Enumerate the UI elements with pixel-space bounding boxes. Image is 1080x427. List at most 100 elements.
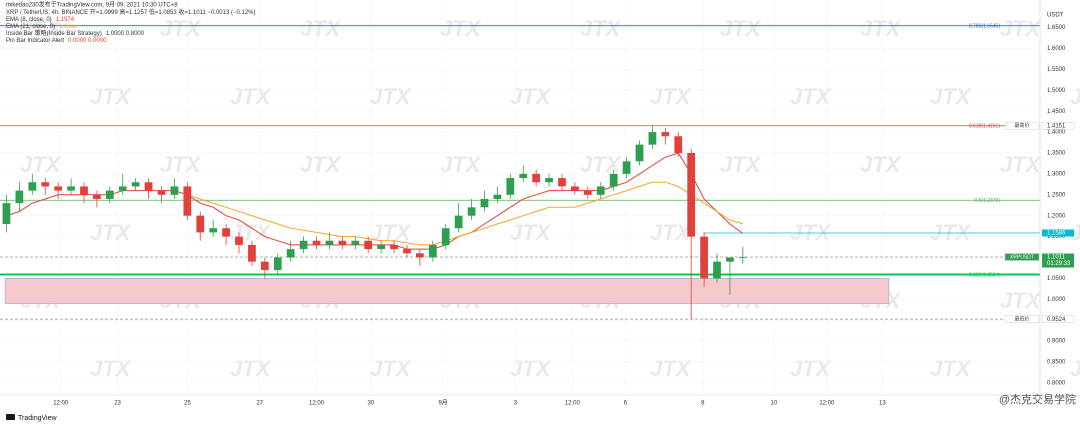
watermark: JTX: [90, 84, 132, 109]
candle-body: [558, 178, 566, 187]
watermark: JTX: [440, 152, 482, 177]
legend-value: 1.1574: [56, 17, 75, 23]
platform-logo: TradingView: [6, 414, 57, 422]
watermark: JTX: [230, 356, 272, 381]
watermark: JTX: [1000, 16, 1042, 41]
logo-icon: [6, 414, 15, 420]
candle-body: [260, 261, 269, 271]
watermark: JTX: [20, 16, 62, 41]
candle-body: [506, 178, 515, 195]
candle-body: [312, 240, 321, 245]
watermark: JTX: [930, 84, 972, 109]
candle-body: [596, 186, 605, 195]
candle-body: [428, 244, 437, 258]
x-tick-label: 6: [624, 401, 628, 407]
candle-body: [635, 144, 644, 162]
watermark: JTX: [1070, 220, 1080, 245]
level-text: 0.5(1.2370): [974, 198, 1000, 204]
watermark: JTX: [160, 16, 202, 41]
watermark: JTX: [860, 16, 902, 41]
x-tick-label: 8: [701, 401, 705, 407]
watermark: JTX: [90, 220, 132, 245]
watermark: JTX: [510, 356, 552, 381]
candle-body: [118, 186, 127, 191]
level-text: 0.382(1.0594): [969, 272, 1000, 278]
candle-body: [583, 190, 592, 195]
watermark: JTX: [90, 356, 132, 381]
x-tick-label: 10: [771, 401, 778, 407]
watermark: JTX: [930, 356, 972, 381]
watermark: JTX: [580, 16, 622, 41]
watermark: JTX: [650, 356, 692, 381]
x-tick-label: 25: [184, 401, 191, 407]
watermark: JTX: [720, 152, 762, 177]
x-tick-label: 12:00: [565, 401, 581, 407]
y-tick-label: 1.3500: [1047, 151, 1066, 157]
y-tick-label: 0.8000: [1047, 380, 1066, 386]
watermark: JTX: [1000, 152, 1042, 177]
watermark: JTX: [790, 356, 832, 381]
candle-body: [713, 261, 721, 279]
legend-item: EMA (8, close, 0): [6, 17, 52, 23]
candle-body: [209, 228, 218, 233]
platform-name: TradingView: [18, 415, 57, 422]
y-tick-label: 1.4500: [1047, 109, 1066, 115]
y-tick-label: 1.2000: [1047, 213, 1066, 219]
watermark: JTX: [1000, 288, 1042, 313]
watermark: JTX: [790, 84, 832, 109]
legend-item: XRP / TetherUS, 4h, BINANCE 开=1.0999 高=1…: [6, 8, 256, 16]
watermark: JTX: [230, 84, 272, 109]
candle-body: [441, 228, 450, 245]
candle-body: [93, 194, 101, 199]
candle-body: [467, 207, 476, 216]
candle-body: [286, 249, 295, 258]
candle-body: [41, 182, 50, 187]
candle-body: [519, 173, 528, 179]
candle-body: [248, 244, 256, 262]
y-tick-label: 1.0500: [1047, 276, 1066, 282]
watermark: JTX: [580, 152, 622, 177]
legend: XRP / TetherUS, 4h, BINANCE 开=1.0999 高=1…: [6, 8, 256, 44]
candle-body: [390, 244, 398, 250]
x-tick-label: 23: [114, 401, 121, 407]
candle-body: [364, 240, 373, 250]
candle-body: [700, 236, 708, 279]
candle-body: [28, 182, 37, 191]
candle-body: [144, 182, 153, 191]
legend-item: EMA (21, close, 0): [6, 24, 55, 30]
candle-body: [480, 198, 489, 208]
axis-label: 1.1586: [1047, 231, 1066, 237]
y-tick-label: 1.1500: [1047, 234, 1066, 240]
candle-body: [67, 186, 75, 191]
y-tick-label: 1.5500: [1047, 67, 1066, 73]
y-tick-label: 0.8500: [1047, 360, 1066, 366]
watermark: JTX: [370, 356, 412, 381]
level-text: 0.786(1.6545): [969, 24, 1000, 30]
candle-body: [235, 236, 243, 245]
candle-body: [222, 228, 230, 237]
candle-body: [170, 186, 179, 195]
axis-sub-label: 01:29:33: [1047, 261, 1071, 267]
level-badge-box: [1004, 122, 1040, 130]
candle-body: [661, 132, 670, 137]
candle-body: [687, 152, 696, 237]
level-badge: 最高价: [1014, 122, 1029, 129]
y-tick-label: 1.2500: [1047, 192, 1066, 198]
x-tick-label: 12:00: [309, 401, 325, 407]
legend-item: Pin Bar Indicator Alert: [6, 38, 64, 44]
x-tick-label: 12:00: [819, 401, 835, 407]
candle-body: [105, 190, 114, 199]
candle-body: [726, 257, 734, 262]
plot-area: 0.786(1.6545) 0.618(1.4151) 最高价 0.5(1.2370)…: [0, 0, 1040, 395]
watermark: JTX: [860, 152, 902, 177]
watermark: JTX: [650, 84, 692, 109]
watermark: JTX: [790, 220, 832, 245]
axis-label-box: [1041, 122, 1075, 130]
ema-line: [6, 152, 744, 250]
candle-body: [338, 240, 347, 245]
watermark: JTX: [300, 16, 342, 41]
credit: @杰克交易学院: [999, 392, 1076, 406]
candle-body: [325, 240, 334, 245]
y-tick-label: 1.5000: [1047, 88, 1066, 94]
